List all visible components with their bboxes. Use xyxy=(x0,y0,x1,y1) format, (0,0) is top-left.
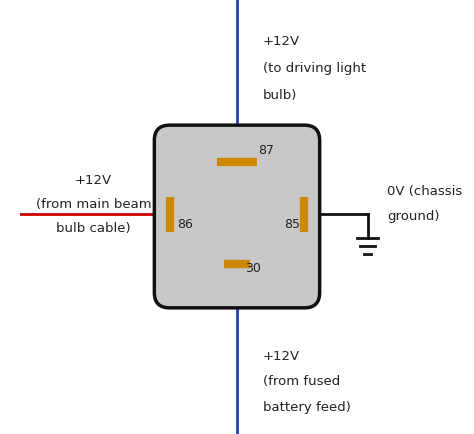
Text: 30: 30 xyxy=(245,261,261,274)
Text: (to driving light: (to driving light xyxy=(263,62,366,75)
Text: bulb cable): bulb cable) xyxy=(56,221,131,234)
FancyBboxPatch shape xyxy=(155,126,319,308)
Text: 0V (chassis: 0V (chassis xyxy=(387,184,462,197)
Text: +12V: +12V xyxy=(263,349,300,362)
Text: (from main beam: (from main beam xyxy=(36,197,151,210)
Text: bulb): bulb) xyxy=(263,89,298,102)
Text: battery feed): battery feed) xyxy=(263,400,351,413)
Text: 87: 87 xyxy=(258,144,274,157)
Text: (from fused: (from fused xyxy=(263,375,340,388)
Text: ground): ground) xyxy=(387,210,439,223)
Text: +12V: +12V xyxy=(75,174,112,187)
Text: 85: 85 xyxy=(284,218,300,231)
Text: +12V: +12V xyxy=(263,35,300,48)
Text: 86: 86 xyxy=(177,218,193,231)
